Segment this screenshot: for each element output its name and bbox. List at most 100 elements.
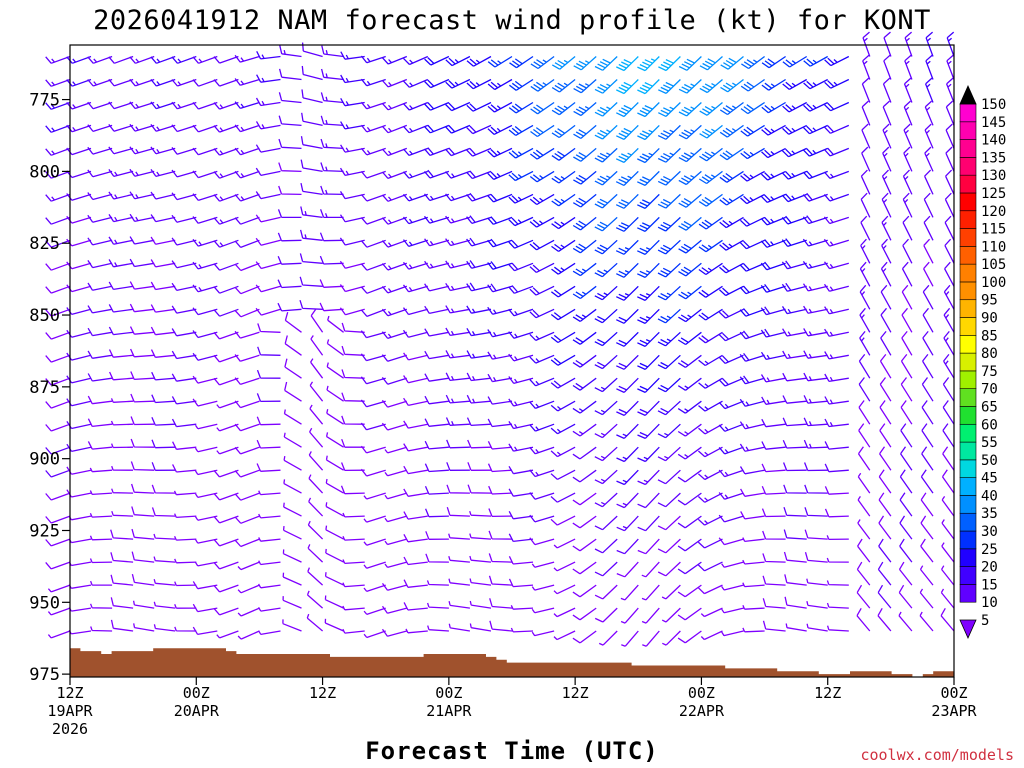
wind-barb (803, 417, 828, 427)
wind-barb (89, 580, 113, 586)
wind-barb (174, 626, 197, 632)
x-tick-label: 12Z (562, 684, 589, 702)
y-tick-label: 800 (29, 162, 60, 182)
wind-barb (529, 537, 555, 546)
wind-barb (403, 397, 428, 407)
wind-barb (213, 101, 239, 110)
wind-barb (782, 439, 807, 449)
wind-barb (698, 216, 723, 230)
wind-barb (782, 462, 807, 472)
wind-barb (529, 377, 555, 387)
wind-barb (150, 326, 176, 336)
wind-barb (174, 581, 197, 587)
wind-barb (234, 54, 260, 63)
wind-barb (45, 308, 71, 317)
y-axis: 775 800 825 850 875 900 925 950 975 (29, 91, 70, 685)
wind-barb (782, 372, 807, 382)
wind-barb (920, 492, 934, 517)
colorbar-swatch (959, 228, 977, 247)
wind-barb (310, 308, 324, 333)
wind-barb (488, 530, 513, 540)
wind-barb (859, 284, 871, 310)
x-tick-label: 00Z (940, 684, 967, 702)
wind-barb (920, 538, 934, 563)
wind-barb (718, 446, 744, 455)
wind-barb (637, 193, 660, 209)
wind-barb (802, 238, 828, 247)
wind-barb (760, 306, 786, 316)
wind-barb (110, 619, 134, 632)
wind-barb (551, 124, 576, 139)
colorbar-label: 75 (981, 364, 998, 380)
wind-barb (944, 192, 955, 218)
wind-barb (531, 630, 555, 637)
wind-barb (108, 124, 134, 132)
wind-barb (108, 326, 134, 336)
wind-barb (151, 462, 176, 471)
wind-barb (87, 418, 113, 428)
wind-barb (657, 538, 681, 554)
wind-barb (324, 572, 344, 586)
wind-barb (857, 538, 871, 563)
wind-barb (781, 170, 807, 180)
wind-barb (110, 597, 134, 609)
x-tick-label: 2026 (52, 720, 88, 738)
wind-barb (900, 446, 913, 471)
wind-barb (466, 372, 492, 382)
wind-barb (111, 465, 134, 471)
wind-barb (824, 373, 849, 383)
wind-barb (405, 628, 428, 634)
x-tick-label: 12Z (814, 684, 841, 702)
wind-barb (258, 560, 281, 566)
colorbar-label: 5 (981, 613, 989, 629)
wind-barb (424, 440, 449, 450)
wind-barb (467, 462, 492, 471)
colorbar-label: 55 (981, 435, 998, 451)
wind-barb (945, 123, 955, 149)
wind-barb (944, 238, 955, 264)
wind-barb (129, 101, 155, 110)
wind-barb (216, 400, 239, 409)
wind-barb (760, 170, 786, 181)
wind-barb (824, 101, 850, 112)
wind-barb (487, 238, 513, 248)
wind-barb (66, 352, 92, 361)
wind-barb (381, 377, 407, 385)
wind-barb (402, 329, 428, 338)
wind-barb (572, 538, 597, 552)
wind-barb (879, 400, 892, 425)
wind-barb (469, 578, 492, 586)
wind-barb (342, 512, 365, 518)
wind-barb (445, 305, 471, 314)
wind-barb (277, 232, 302, 242)
wind-barb (572, 515, 597, 529)
wind-barb (45, 377, 71, 386)
x-tick-label: 20APR (174, 702, 220, 720)
wind-barb (445, 417, 470, 426)
wind-barb (718, 377, 744, 387)
wind-barb (66, 443, 92, 453)
wind-barb (324, 618, 344, 632)
wind-barb (110, 529, 134, 540)
wind-barb (572, 446, 597, 460)
wind-barb (698, 170, 723, 185)
wind-barb (760, 239, 786, 248)
wind-barb (89, 512, 113, 518)
wind-barb (719, 239, 744, 251)
wind-barb (594, 354, 618, 370)
wind-barb (283, 432, 302, 448)
wind-barb (150, 349, 176, 358)
wind-barb (173, 490, 197, 496)
wind-barb (153, 601, 176, 609)
wind-barb (824, 351, 849, 360)
wind-barb (641, 607, 660, 624)
wind-barb (620, 584, 639, 601)
colorbar-label: 70 (981, 382, 998, 398)
wind-barb (824, 306, 849, 315)
wind-barb (903, 146, 913, 172)
wind-barb (781, 260, 807, 270)
wind-barb (594, 561, 618, 577)
wind-barb (616, 561, 639, 578)
wind-barb (234, 101, 260, 110)
wind-barb (856, 561, 871, 586)
